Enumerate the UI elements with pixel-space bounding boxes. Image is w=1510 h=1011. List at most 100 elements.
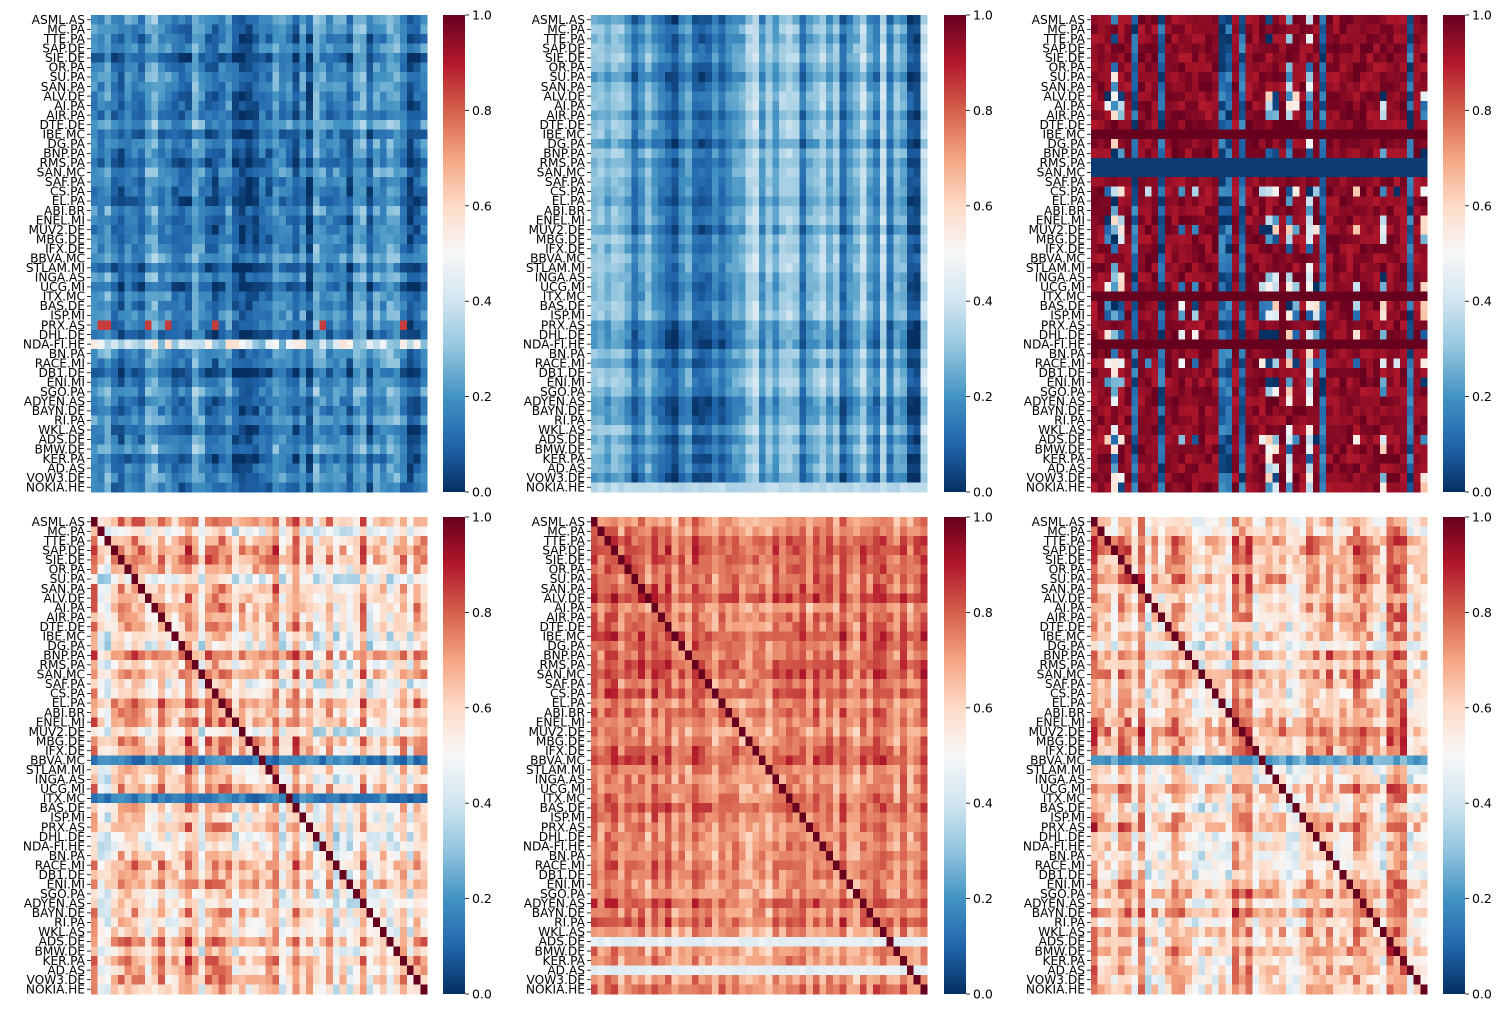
heatmap-cell bbox=[306, 91, 314, 102]
heatmap-cell bbox=[664, 387, 673, 397]
heatmap-cell bbox=[252, 444, 260, 455]
heatmap-cell bbox=[346, 453, 354, 464]
heatmap-cell bbox=[913, 453, 921, 464]
heatmap-cell bbox=[906, 406, 914, 417]
heatmap-cell bbox=[732, 186, 740, 197]
heatmap-cell bbox=[738, 463, 746, 474]
heatmap-cell bbox=[117, 377, 125, 388]
heatmap-cell bbox=[812, 367, 820, 378]
heatmap-cell bbox=[144, 425, 152, 436]
heatmap-cell bbox=[131, 339, 139, 350]
heatmap-cell bbox=[191, 367, 199, 378]
heatmap-cell bbox=[638, 177, 646, 188]
heatmap-cell bbox=[185, 15, 193, 25]
heatmap-cell bbox=[893, 320, 901, 331]
heatmap-cell bbox=[97, 348, 105, 359]
heatmap-cell bbox=[265, 34, 273, 45]
heatmap-cell bbox=[671, 148, 679, 159]
heatmap-cell bbox=[745, 81, 753, 92]
heatmap-cell bbox=[232, 358, 240, 369]
heatmap-cell bbox=[265, 100, 273, 111]
heatmap-cell bbox=[792, 129, 800, 140]
heatmap-cell bbox=[97, 329, 105, 340]
heatmap-cell bbox=[191, 396, 199, 407]
heatmap-cell bbox=[624, 24, 632, 35]
heatmap-cell bbox=[705, 177, 713, 188]
heatmap-cell bbox=[312, 119, 320, 130]
heatmap-cell bbox=[265, 415, 273, 426]
heatmap-cell bbox=[198, 301, 206, 312]
heatmap-cell bbox=[920, 167, 928, 178]
heatmap-cell bbox=[158, 129, 166, 140]
heatmap-cell bbox=[611, 215, 619, 226]
heatmap-cell bbox=[285, 396, 293, 407]
heatmap-cell bbox=[265, 444, 273, 455]
heatmap-cell bbox=[752, 72, 760, 83]
heatmap-cell bbox=[678, 425, 686, 436]
heatmap-cell bbox=[906, 387, 914, 397]
heatmap-cell bbox=[846, 148, 854, 159]
heatmap-cell bbox=[104, 43, 112, 54]
heatmap-cell bbox=[359, 367, 367, 378]
heatmap-cell bbox=[711, 100, 720, 111]
heatmap-cell bbox=[866, 72, 874, 83]
heatmap-cell bbox=[245, 387, 253, 397]
heatmap-cell bbox=[259, 15, 267, 25]
heatmap-cell bbox=[792, 186, 800, 197]
heatmap-cell bbox=[232, 434, 240, 445]
heatmap-cell bbox=[604, 167, 612, 178]
heatmap-cell bbox=[920, 406, 928, 417]
heatmap-cell bbox=[252, 472, 260, 483]
heatmap-cell bbox=[893, 110, 901, 121]
heatmap-cell bbox=[185, 253, 193, 264]
heatmap-cell bbox=[400, 62, 408, 73]
heatmap-cell bbox=[279, 167, 287, 178]
heatmap-cell bbox=[164, 482, 173, 493]
heatmap-cell bbox=[597, 243, 605, 254]
heatmap-cell bbox=[617, 53, 625, 64]
heatmap-cell bbox=[879, 177, 888, 188]
heatmap-cell bbox=[238, 110, 246, 121]
heatmap-cell bbox=[799, 234, 807, 245]
heatmap-cell bbox=[97, 167, 105, 178]
heatmap-cell bbox=[225, 243, 233, 254]
heatmap-cell bbox=[792, 348, 800, 359]
heatmap-cell bbox=[413, 387, 421, 397]
heatmap-cell bbox=[597, 53, 605, 64]
heatmap-cell bbox=[252, 205, 260, 216]
heatmap-cell bbox=[873, 301, 881, 312]
heatmap-cell bbox=[826, 453, 834, 464]
heatmap-cell bbox=[765, 415, 773, 426]
heatmap-cell bbox=[91, 224, 99, 235]
heatmap-cell bbox=[772, 110, 780, 121]
heatmap-cell bbox=[171, 72, 179, 83]
heatmap-cell bbox=[900, 453, 908, 464]
heatmap-cell bbox=[752, 167, 760, 178]
heatmap-cell bbox=[826, 148, 834, 159]
heatmap-cell bbox=[138, 320, 146, 331]
heatmap-cell bbox=[591, 15, 599, 25]
heatmap-cell bbox=[319, 358, 327, 369]
heatmap-cell bbox=[272, 282, 280, 293]
heatmap-cell bbox=[319, 53, 327, 64]
heatmap-cell bbox=[306, 387, 314, 397]
heatmap-cell bbox=[859, 224, 867, 235]
heatmap-cell bbox=[211, 339, 220, 350]
heatmap-cell bbox=[124, 15, 132, 25]
heatmap-cell bbox=[873, 15, 881, 25]
heatmap-cell bbox=[306, 329, 314, 340]
heatmap-cell bbox=[185, 329, 193, 340]
heatmap-cell bbox=[232, 24, 240, 35]
heatmap-cell bbox=[685, 243, 693, 254]
heatmap-cell bbox=[232, 62, 240, 73]
heatmap-cell bbox=[759, 253, 767, 264]
heatmap-cell bbox=[185, 415, 193, 426]
heatmap-cell bbox=[718, 339, 726, 350]
heatmap-cell bbox=[346, 253, 354, 264]
heatmap-cell bbox=[691, 463, 699, 474]
heatmap-cell bbox=[644, 177, 652, 188]
heatmap-cell bbox=[812, 139, 820, 149]
heatmap-cell bbox=[604, 43, 612, 54]
heatmap-cell bbox=[873, 224, 881, 235]
heatmap-cell bbox=[272, 91, 280, 102]
